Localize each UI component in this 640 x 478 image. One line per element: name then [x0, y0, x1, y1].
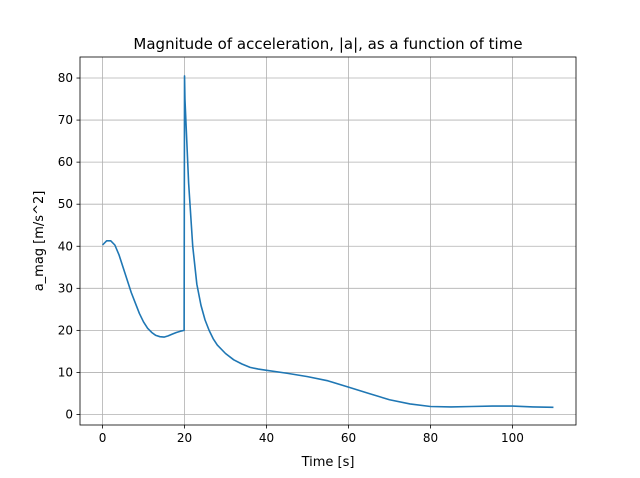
- series-line: [101, 75, 554, 409]
- x-tick-label: 80: [423, 431, 438, 445]
- ticks: 0 20 40 60 80 100 0 10 20 30 40 50 60 70 80: [58, 71, 524, 445]
- x-tick-label: 40: [259, 431, 274, 445]
- y-tick-label: 40: [58, 239, 73, 253]
- plot-frame: [79, 56, 577, 426]
- x-tick-label: 0: [99, 431, 107, 445]
- x-tick-label: 100: [501, 431, 524, 445]
- grid: [80, 57, 576, 425]
- y-tick-label: 80: [58, 71, 73, 85]
- chart-title: Magnitude of acceleration, |a|, as a fun…: [133, 35, 522, 53]
- x-tick-label: 20: [177, 431, 192, 445]
- y-tick-label: 10: [58, 365, 73, 379]
- y-axis-label: a_mag [m/s^2]: [32, 191, 47, 292]
- y-tick-label: 50: [58, 197, 73, 211]
- y-tick-label: 20: [58, 323, 73, 337]
- series-layer: [101, 75, 554, 409]
- x-axis-label: Time [s]: [301, 455, 355, 470]
- y-tick-label: 30: [58, 281, 73, 295]
- y-tick-label: 0: [65, 407, 73, 421]
- y-tick-label: 60: [58, 155, 73, 169]
- y-tick-label: 70: [58, 113, 73, 127]
- x-tick-label: 60: [341, 431, 356, 445]
